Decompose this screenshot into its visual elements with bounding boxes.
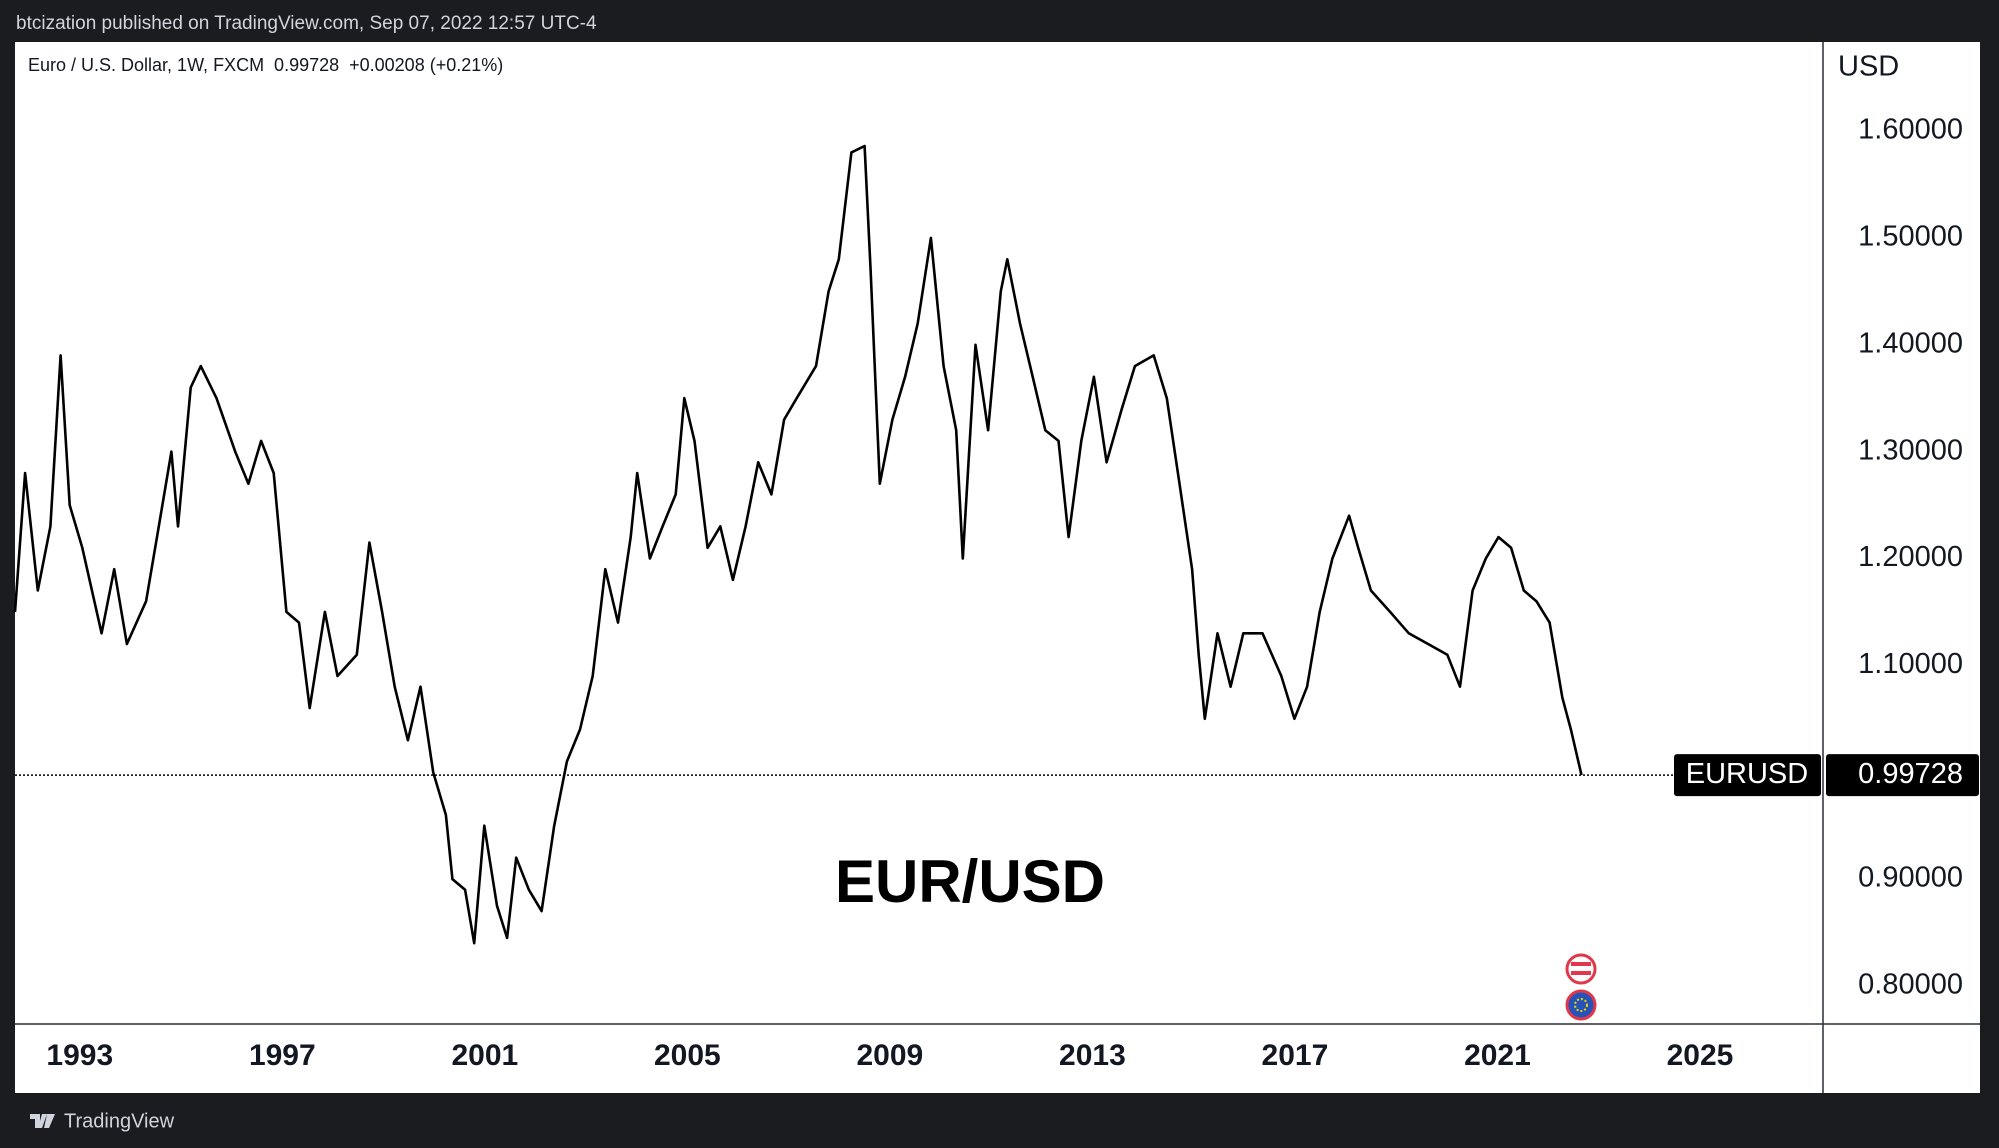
x-tick-label: 2001 (451, 1039, 518, 1072)
y-tick-label: 1.40000 (1858, 327, 1963, 359)
eu-flag-stars (1574, 998, 1588, 1012)
us-flag-stripe (1571, 962, 1591, 966)
legend: Euro / U.S. Dollar, 1W, FXCM 0.99728 +0.… (28, 55, 503, 75)
x-tick-label: 2025 (1667, 1039, 1734, 1072)
x-tick-label: 2021 (1464, 1039, 1531, 1072)
logo-icon (30, 1114, 55, 1128)
last-price-label: 0.99728 (1858, 758, 1963, 790)
footer-logo: TradingView (30, 1110, 175, 1132)
us-flag-stripe (1571, 971, 1591, 975)
y-tick-label: 1.10000 (1858, 648, 1963, 680)
symbol-label: EURUSD (1686, 758, 1808, 790)
annotation: EUR/USD (835, 848, 1105, 915)
us-flag (1565, 953, 1597, 985)
x-tick-label: 2013 (1059, 1039, 1126, 1072)
x-tick-label: 2017 (1262, 1039, 1329, 1072)
y-tick-label: 1.20000 (1858, 541, 1963, 573)
y-tick-label: 1.50000 (1858, 221, 1963, 253)
y-tick-label: 1.30000 (1858, 434, 1963, 466)
x-tick-label: 2009 (857, 1039, 924, 1072)
header: btcization published on TradingView.com,… (16, 13, 597, 34)
last-price-box (1826, 754, 1979, 797)
footer-text: TradingView (64, 1110, 175, 1132)
chart-panel (15, 42, 1980, 1093)
x-tick-label: 1997 (249, 1039, 316, 1072)
y-tick-label: 0.90000 (1858, 862, 1963, 894)
symbol-label-box (1674, 754, 1821, 797)
y-tick-label: 0.80000 (1858, 969, 1963, 1001)
price-line (13, 144, 1583, 945)
eu-flag (1565, 989, 1597, 1021)
y-tick-label: 1.60000 (1858, 114, 1963, 146)
x-tick-label: 1993 (46, 1039, 113, 1072)
y-axis-label: USD (1838, 51, 1899, 83)
flag-icons (1565, 953, 1597, 1021)
x-tick-label: 2005 (654, 1039, 721, 1072)
